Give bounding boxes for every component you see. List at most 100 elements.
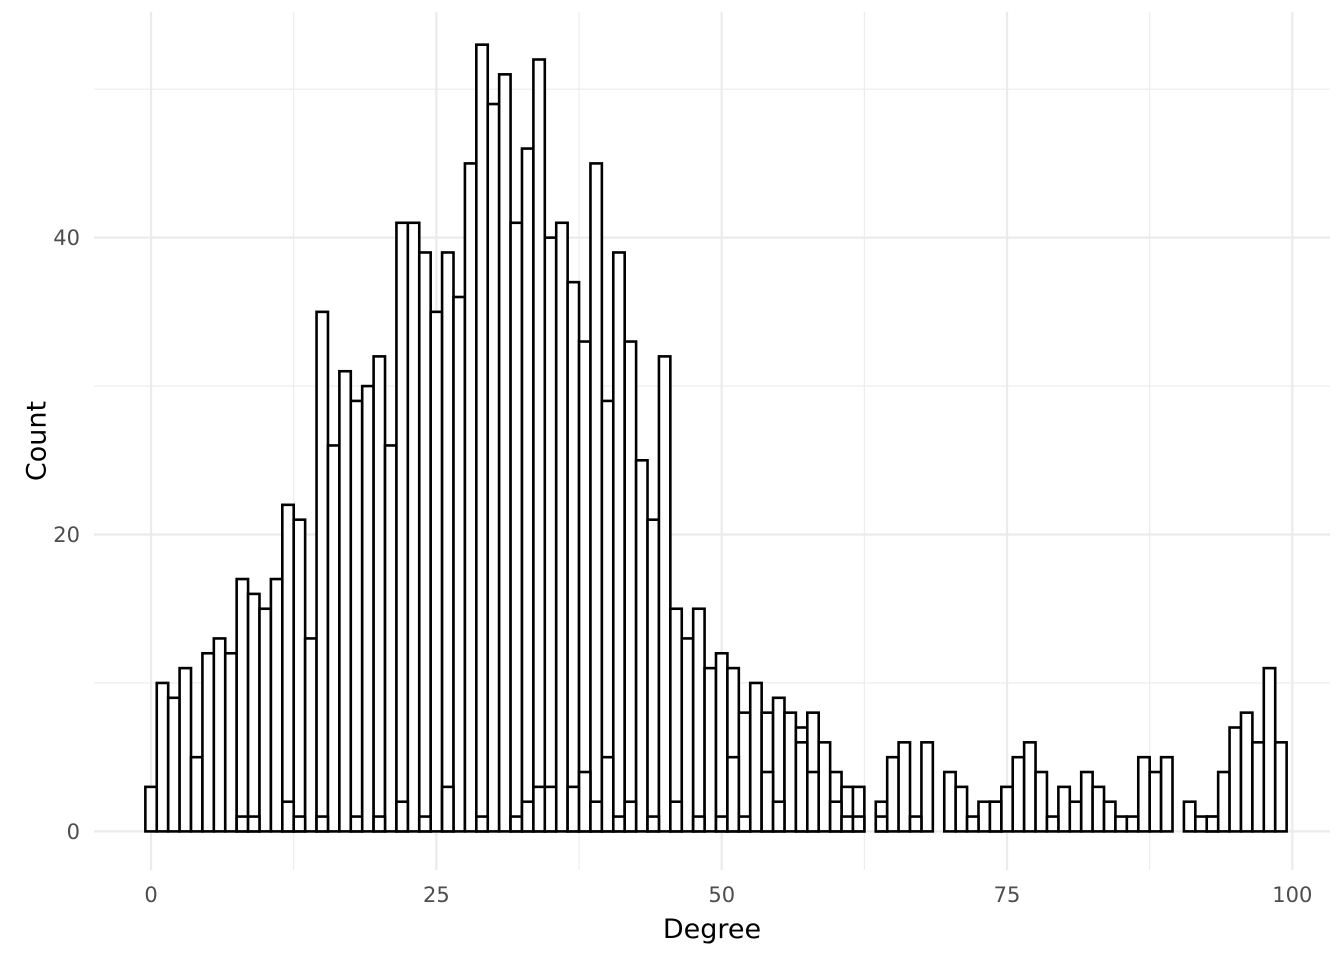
histogram-bar xyxy=(1136,755,1151,833)
histogram-bar xyxy=(634,458,649,833)
x-axis-title: Degree xyxy=(663,914,761,945)
histogram-bar xyxy=(611,815,626,833)
histogram-bar xyxy=(201,651,216,833)
histogram-bar xyxy=(246,815,261,833)
histogram-bar xyxy=(589,162,604,833)
histogram-bar xyxy=(509,815,524,833)
x-tick-label: 0 xyxy=(144,883,157,907)
histogram-bar xyxy=(669,800,684,833)
histogram-bar xyxy=(360,384,375,833)
histogram-bar xyxy=(988,800,1003,833)
histogram-bar xyxy=(189,755,204,833)
histogram-bar xyxy=(1148,770,1163,833)
histogram-bar xyxy=(1228,726,1243,833)
histogram-bar xyxy=(166,696,181,833)
histogram-bar xyxy=(292,815,307,833)
x-axis-ticks: 0 25 50 75 100 xyxy=(144,883,1312,907)
x-tick-label: 25 xyxy=(423,883,450,907)
histogram-bar xyxy=(338,369,353,833)
histogram-bar xyxy=(235,815,250,833)
histogram-bar xyxy=(817,741,832,833)
histogram-bar xyxy=(726,755,741,833)
histogram-bar xyxy=(669,607,684,833)
histogram-bar xyxy=(269,577,284,833)
histogram-bar xyxy=(885,755,900,833)
histogram-bar xyxy=(246,592,261,833)
histogram-bar xyxy=(212,637,227,833)
y-axis-title: Count xyxy=(21,401,52,481)
histogram-bar xyxy=(475,815,490,833)
histogram-bar xyxy=(611,251,626,833)
histogram-bar xyxy=(440,785,455,833)
histogram-bar xyxy=(292,518,307,833)
histogram-bar xyxy=(1011,755,1026,833)
histogram-bar xyxy=(1045,815,1060,833)
histogram-bar xyxy=(463,162,478,833)
histogram-bar xyxy=(144,785,159,833)
histogram-bar xyxy=(748,681,763,833)
histogram-bar xyxy=(840,815,855,833)
histogram-bar xyxy=(486,102,501,833)
histogram-bar xyxy=(691,607,706,833)
histogram-bar xyxy=(1125,815,1140,833)
histogram-bar xyxy=(1194,815,1209,833)
histogram-bar xyxy=(1262,666,1277,833)
histogram-bar xyxy=(395,221,410,833)
histogram-bar xyxy=(577,770,592,833)
histogram-bar xyxy=(965,815,980,833)
histogram-bar xyxy=(554,221,569,833)
histogram-bar xyxy=(828,800,843,833)
y-tick-label: 40 xyxy=(53,226,80,250)
histogram-bar xyxy=(395,800,410,833)
histogram-bar xyxy=(680,637,695,833)
x-tick-label: 50 xyxy=(708,883,735,907)
histogram-bar xyxy=(623,800,638,833)
histogram-bar xyxy=(452,295,467,833)
histogram-bar xyxy=(874,815,889,833)
histogram-bar xyxy=(1091,785,1106,833)
histogram-bar xyxy=(258,607,273,833)
histogram-bar xyxy=(417,251,432,833)
histogram-bar xyxy=(1182,800,1197,833)
histogram-bar xyxy=(406,221,421,833)
histogram-bar xyxy=(520,800,535,833)
histogram-bar xyxy=(623,340,638,833)
histogram-bar xyxy=(1057,785,1072,833)
histogram-bar xyxy=(532,58,547,833)
histogram-bar xyxy=(417,815,432,833)
histogram-bars xyxy=(144,43,1288,833)
histogram-bar xyxy=(714,651,729,833)
x-tick-label: 75 xyxy=(994,883,1021,907)
histogram-bar xyxy=(497,73,512,833)
histogram-bar xyxy=(942,770,957,833)
histogram-bar xyxy=(897,741,912,833)
histogram-bar xyxy=(383,444,398,833)
histogram-bar xyxy=(315,310,330,833)
histogram-bar xyxy=(646,815,661,833)
histogram-bar xyxy=(600,755,615,833)
histogram-bar xyxy=(1114,815,1129,833)
x-tick-label: 100 xyxy=(1272,883,1312,907)
histogram-bar xyxy=(178,666,193,833)
histogram-bar xyxy=(691,815,706,833)
histogram-bar xyxy=(543,236,558,833)
histogram-bar xyxy=(1034,770,1049,833)
histogram-bar xyxy=(326,444,341,833)
histogram-bar xyxy=(532,785,547,833)
histogram-bar xyxy=(1239,711,1254,833)
histogram-bar xyxy=(372,815,387,833)
histogram-bar xyxy=(1159,755,1174,833)
histogram-bar xyxy=(223,651,238,833)
histogram-bar xyxy=(543,785,558,833)
histogram-bar xyxy=(737,815,752,833)
histogram-bar xyxy=(589,800,604,833)
histogram-bar xyxy=(566,280,581,833)
histogram-bar xyxy=(509,221,524,833)
histogram-bar xyxy=(303,637,318,833)
histogram-bar xyxy=(520,147,535,833)
histogram-bar xyxy=(954,785,969,833)
histogram-bar xyxy=(429,310,444,833)
histogram-bar xyxy=(349,815,364,833)
histogram-bar xyxy=(1102,800,1117,833)
histogram-bar xyxy=(1273,741,1288,833)
